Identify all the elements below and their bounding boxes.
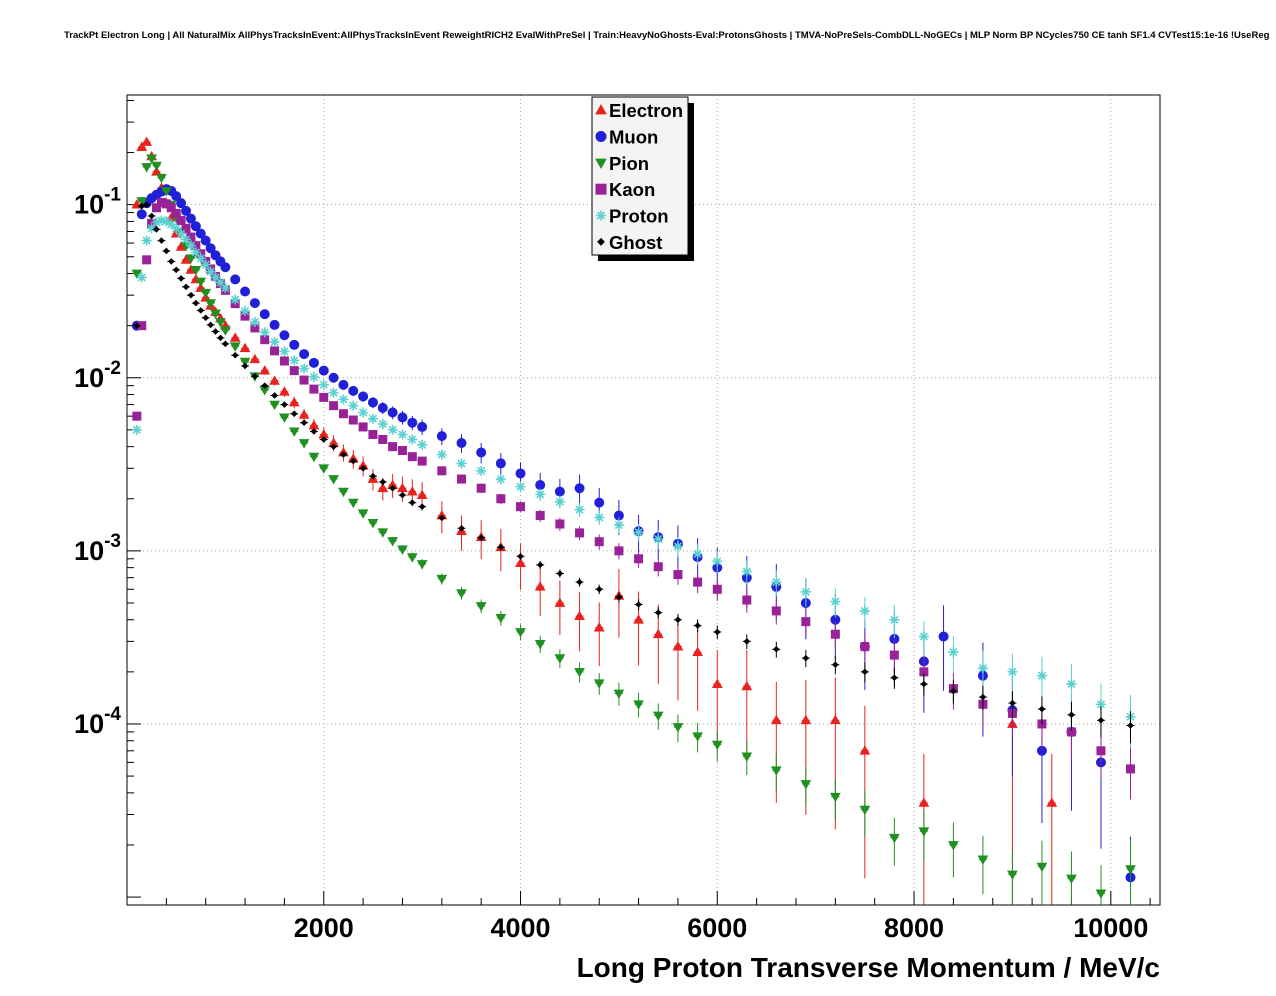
proton-marker-icon [596,210,606,221]
pion-marker-icon [595,158,607,169]
x-tick-label: 2000 [294,913,354,943]
x-tick-label: 4000 [490,913,550,943]
electron-marker-icon [595,104,607,115]
series-kaon [132,197,1135,800]
plot-title: TrackPt Electron Long | All NaturalMix A… [64,30,1270,41]
legend-label: Pion [609,153,649,174]
y-tick-labels: 10-1 10-2 10-3 10-4 [74,185,121,739]
legend-item-pion: Pion [595,153,649,174]
legend: Electron Muon Pion Kaon Proton Ghost [591,96,694,261]
series-proton [131,215,1136,748]
legend-label: Proton [609,206,669,227]
y-tick-label: 10-1 [74,185,121,220]
legend-label: Muon [609,127,658,148]
ghost-marker-icon [597,237,605,246]
muon-marker-icon [595,131,607,142]
x-tick-label: 6000 [687,913,747,943]
legend-label: Kaon [609,179,655,200]
plot-frame [126,94,1161,906]
legend-item-muon: Muon [595,127,658,148]
axis-ticks [126,99,1151,905]
kaon-marker-icon [595,183,607,195]
x-tick-label: 10000 [1073,913,1148,943]
series-ghost [132,201,1135,744]
gridlines [127,95,1160,905]
legend-item-electron: Electron [595,100,683,121]
x-tick-labels: 2000 4000 6000 8000 10000 [294,913,1149,943]
y-tick-label: 10-4 [74,704,121,739]
legend-box [591,96,689,256]
legend-item-kaon: Kaon [595,179,655,200]
legend-item-proton: Proton [596,206,669,227]
x-tick-label: 8000 [884,913,944,943]
series-muon [131,184,1136,905]
y-tick-label: 10-2 [74,358,121,393]
y-tick-label: 10-3 [74,531,121,566]
x-axis-title: Long Proton Transverse Momentum / MeV/c [577,952,1160,983]
series-pion [131,154,1136,905]
legend-label: Electron [609,100,683,121]
legend-label: Ghost [609,232,662,253]
legend-item-ghost: Ghost [597,232,662,253]
